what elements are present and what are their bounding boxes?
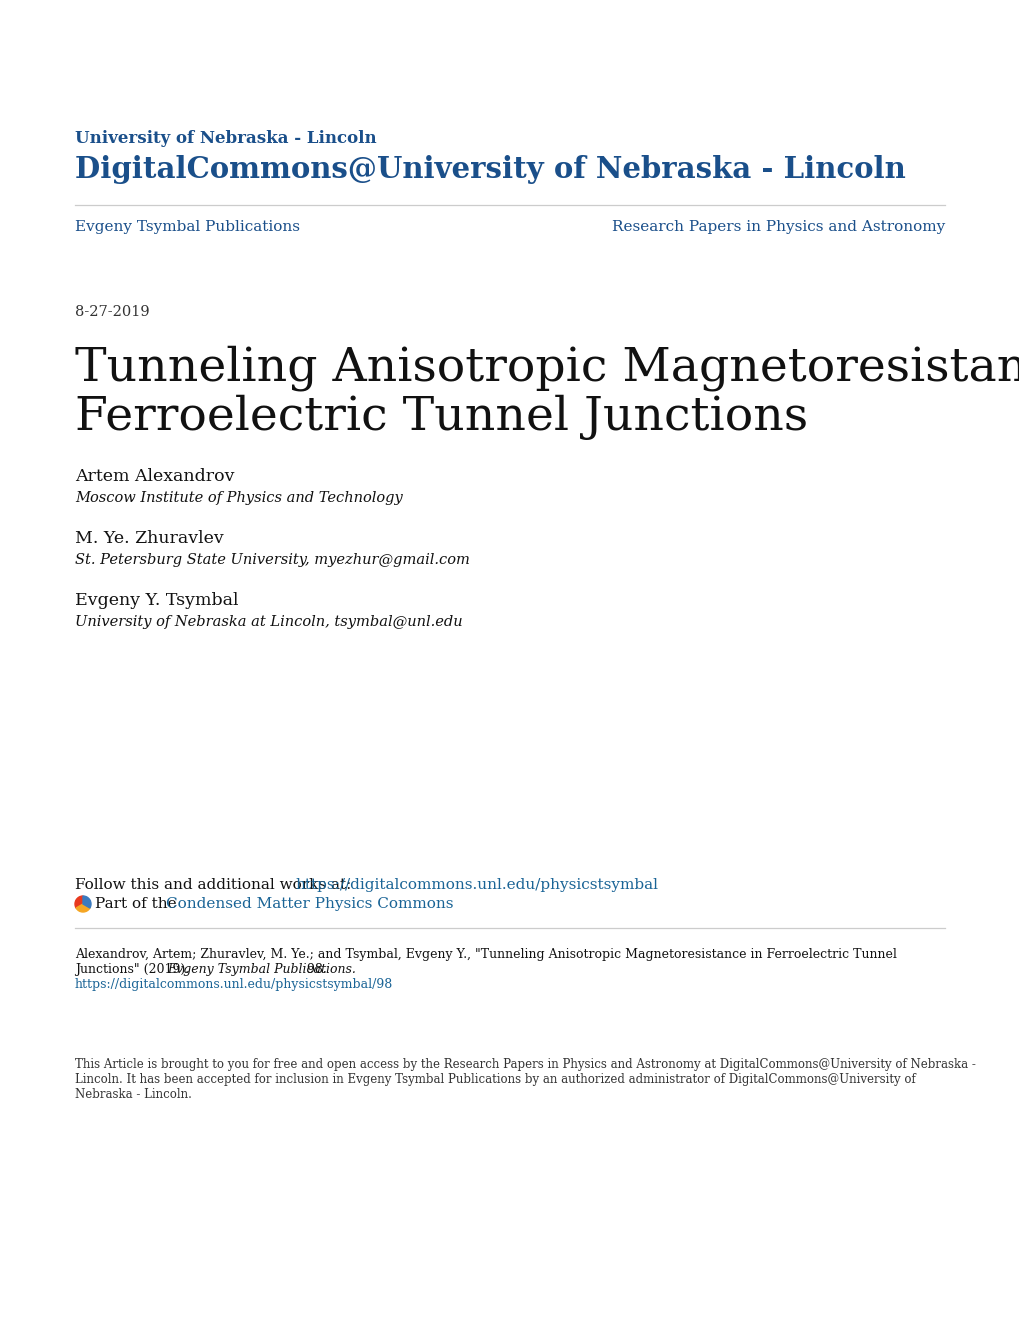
Text: Evgeny Y. Tsymbal: Evgeny Y. Tsymbal [75, 591, 238, 609]
Text: St. Petersburg State University, myezhur@gmail.com: St. Petersburg State University, myezhur… [75, 553, 470, 568]
Text: Nebraska - Lincoln.: Nebraska - Lincoln. [75, 1088, 192, 1101]
Text: Tunneling Anisotropic Magnetoresistance in: Tunneling Anisotropic Magnetoresistance … [75, 345, 1019, 391]
Text: Ferroelectric Tunnel Junctions: Ferroelectric Tunnel Junctions [75, 395, 807, 441]
Wedge shape [83, 896, 91, 908]
Text: https://digitalcommons.unl.edu/physicstsymbal: https://digitalcommons.unl.edu/physicsts… [294, 878, 657, 892]
Text: Lincoln. It has been accepted for inclusion in Evgeny Tsymbal Publications by an: Lincoln. It has been accepted for inclus… [75, 1073, 915, 1086]
Text: University of Nebraska at Lincoln, tsymbal@unl.edu: University of Nebraska at Lincoln, tsymb… [75, 615, 463, 630]
Text: https://digitalcommons.unl.edu/physicstsymbal/98: https://digitalcommons.unl.edu/physicsts… [75, 978, 393, 991]
Text: Artem Alexandrov: Artem Alexandrov [75, 469, 234, 484]
Text: Alexandrov, Artem; Zhuravlev, M. Ye.; and Tsymbal, Evgeny Y., "Tunneling Anisotr: Alexandrov, Artem; Zhuravlev, M. Ye.; an… [75, 948, 896, 961]
Wedge shape [76, 904, 90, 912]
Text: Follow this and additional works at:: Follow this and additional works at: [75, 878, 356, 892]
Text: Research Papers in Physics and Astronomy: Research Papers in Physics and Astronomy [611, 220, 944, 234]
Text: 8-27-2019: 8-27-2019 [75, 305, 150, 319]
Text: 98.: 98. [303, 964, 326, 975]
Text: University of Nebraska - Lincoln: University of Nebraska - Lincoln [75, 129, 376, 147]
Wedge shape [75, 896, 83, 908]
Text: Moscow Institute of Physics and Technology: Moscow Institute of Physics and Technolo… [75, 491, 403, 506]
Text: M. Ye. Zhuravlev: M. Ye. Zhuravlev [75, 531, 223, 546]
Text: Part of the: Part of the [95, 898, 181, 911]
Text: This Article is brought to you for free and open access by the Research Papers i: This Article is brought to you for free … [75, 1059, 975, 1071]
Text: Condensed Matter Physics Commons: Condensed Matter Physics Commons [166, 898, 453, 911]
Text: Junctions" (2019).: Junctions" (2019). [75, 964, 193, 975]
Text: Evgeny Tsymbal Publications: Evgeny Tsymbal Publications [75, 220, 300, 234]
Text: DigitalCommons@University of Nebraska - Lincoln: DigitalCommons@University of Nebraska - … [75, 154, 905, 183]
Text: Evgeny Tsymbal Publications.: Evgeny Tsymbal Publications. [167, 964, 356, 975]
